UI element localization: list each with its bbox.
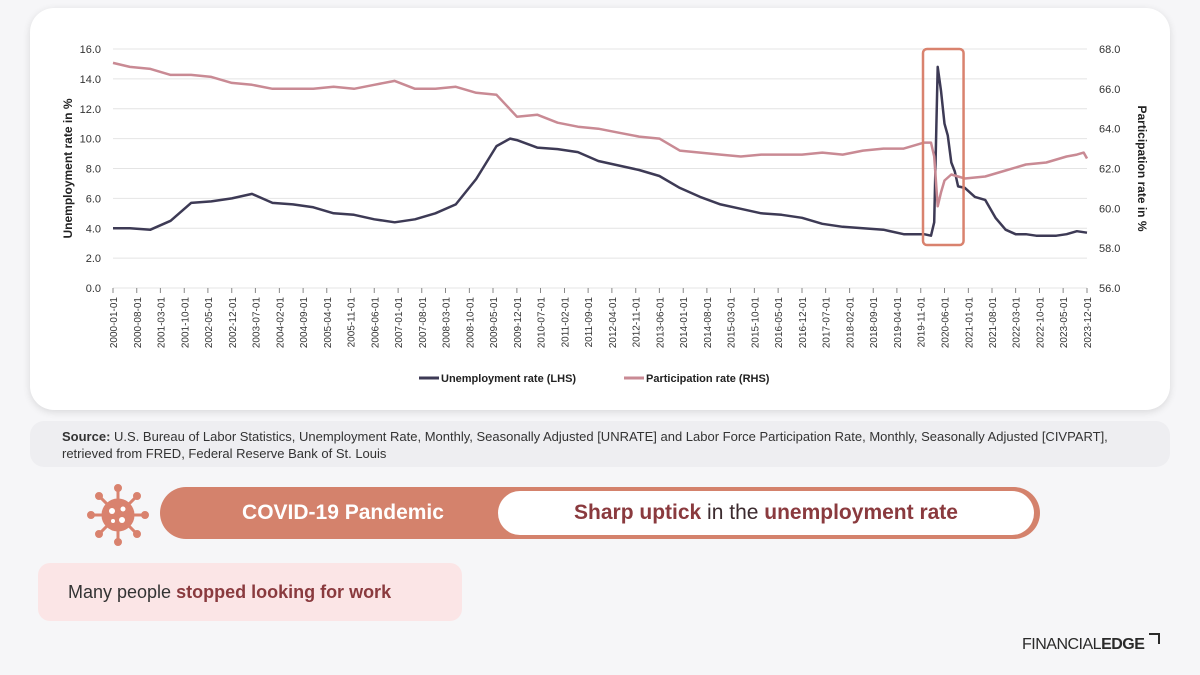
source-label: Source: (62, 429, 111, 444)
source-text: U.S. Bureau of Labor Statistics, Unemplo… (62, 429, 1108, 461)
y-left-tick-label: 16.0 (80, 44, 101, 56)
y-left-tick-label: 12.0 (80, 104, 101, 116)
y-left-tick-label: 6.0 (86, 193, 101, 205)
x-tick-label: 2020-06-01 (940, 297, 951, 349)
banner-em-1: Sharp uptick (574, 501, 702, 524)
x-tick-label: 2004-02-01 (275, 297, 286, 349)
x-tick-label: 2012-11-01 (632, 297, 643, 348)
x-tick-label: 2009-12-01 (513, 297, 524, 349)
y-right-tick-label: 60.0 (1099, 203, 1120, 215)
x-tick-label: 2015-10-01 (750, 297, 761, 349)
x-tick-label: 2019-11-01 (917, 297, 928, 348)
x-tick-label: 2008-03-01 (442, 297, 453, 349)
x-tick-label: 2016-12-01 (798, 297, 809, 349)
x-tick-label: 2008-10-01 (465, 297, 476, 349)
y-left-axis-title: Unemployment rate in % (61, 98, 75, 238)
x-tick-label: 2009-05-01 (489, 297, 500, 349)
x-tick-label: 2017-07-01 (822, 297, 833, 349)
x-tick-label: 2006-06-01 (370, 297, 381, 349)
highlight-box (921, 47, 965, 247)
banner-plain: in the (701, 501, 765, 524)
x-tick-label: 2018-02-01 (846, 297, 857, 349)
brand-logo: FINANCIALEDGE (1022, 636, 1145, 654)
x-tick-label: 2011-02-01 (560, 297, 571, 348)
x-tick-label: 2004-09-01 (299, 297, 310, 349)
x-tick-label: 2002-12-01 (228, 297, 239, 349)
source-note: Source: U.S. Bureau of Labor Statistics,… (30, 421, 1170, 467)
x-tick-label: 2007-01-01 (394, 297, 405, 349)
covid-banner: COVID-19 Pandemic Sharp uptick in the un… (160, 487, 1040, 539)
x-tick-label: 2011-09-01 (584, 297, 595, 348)
x-tick-label: 2000-08-01 (133, 297, 144, 349)
x-tick-label: 2021-08-01 (988, 297, 999, 349)
y-left-tick-label: 4.0 (86, 223, 101, 235)
banner-em-2: unemployment rate (764, 501, 958, 524)
banner-message: Sharp uptick in the unemployment rate (498, 491, 1034, 535)
x-tick-label: 2012-04-01 (608, 297, 619, 349)
y-left-tick-label: 14.0 (80, 74, 101, 86)
x-tick-label: 2022-10-01 (1035, 297, 1046, 349)
brand-bold: EDGE (1101, 636, 1145, 653)
x-tick-label: 2016-05-01 (774, 297, 785, 349)
note-plain: Many people (68, 581, 177, 602)
x-tick-label: 2005-11-01 (347, 297, 358, 348)
x-tick-label: 2018-09-01 (869, 297, 880, 349)
y-left-tick-label: 8.0 (86, 164, 101, 176)
brand-mark-icon (1149, 633, 1160, 644)
y-right-tick-label: 68.0 (1099, 44, 1120, 56)
y-right-tick-label: 66.0 (1099, 84, 1120, 96)
x-tick-label: 2013-06-01 (655, 297, 666, 349)
x-tick-label: 2005-04-01 (323, 297, 334, 349)
virus-icon (87, 484, 149, 546)
x-tick-label: 2003-07-01 (251, 297, 262, 349)
x-tick-label: 2002-05-01 (204, 297, 215, 349)
x-tick-label: 2015-03-01 (727, 297, 738, 349)
y-right-axis-title: Participation rate in % (1135, 105, 1149, 231)
x-tick-label: 2022-03-01 (1012, 297, 1023, 349)
chart: 0.0 2.0 4.0 6.0 8.0 10.0 12.0 14.0 16.0 56.0 58.0 6… (61, 44, 1149, 385)
banner-title: COVID-19 Pandemic (242, 501, 444, 524)
x-tick-label: 2007-08-01 (418, 297, 429, 349)
note-em: stopped looking for work (176, 581, 392, 602)
y-right-tick-label: 64.0 (1099, 124, 1120, 136)
chart-card: 0.0 2.0 4.0 6.0 8.0 10.0 12.0 14.0 16.0 56.0 58.0 6… (30, 8, 1170, 410)
series-line (112, 61, 1089, 208)
y-left-tick-label: 2.0 (86, 253, 101, 265)
y-right-tick-label: 62.0 (1099, 164, 1120, 176)
x-tick-label: 2001-03-01 (156, 297, 167, 349)
x-tick-label: 2023-12-01 (1083, 297, 1094, 349)
legend-label: Participation rate (RHS) (646, 373, 770, 385)
x-tick-label: 2001-10-01 (180, 297, 191, 349)
brand-light: FINANCIAL (1022, 636, 1102, 653)
y-right-tick-label: 56.0 (1099, 283, 1120, 295)
note-box: Many people stopped looking for work (38, 563, 462, 621)
x-tick-label: 2000-01-01 (109, 297, 120, 349)
legend-label: Unemployment rate (LHS) (441, 373, 576, 385)
x-tick-label: 2023-05-01 (1059, 297, 1070, 349)
x-tick-label: 2010-07-01 (537, 297, 548, 349)
x-tick-label: 2021-01-01 (964, 297, 975, 349)
y-left-tick-label: 10.0 (80, 134, 101, 146)
y-left-tick-label: 0.0 (86, 283, 101, 295)
series-line (113, 65, 1088, 237)
x-tick-label: 2014-08-01 (703, 297, 714, 349)
y-right-tick-label: 58.0 (1099, 243, 1120, 255)
x-tick-label: 2014-01-01 (679, 297, 690, 349)
x-tick-label: 2019-04-01 (893, 297, 904, 349)
